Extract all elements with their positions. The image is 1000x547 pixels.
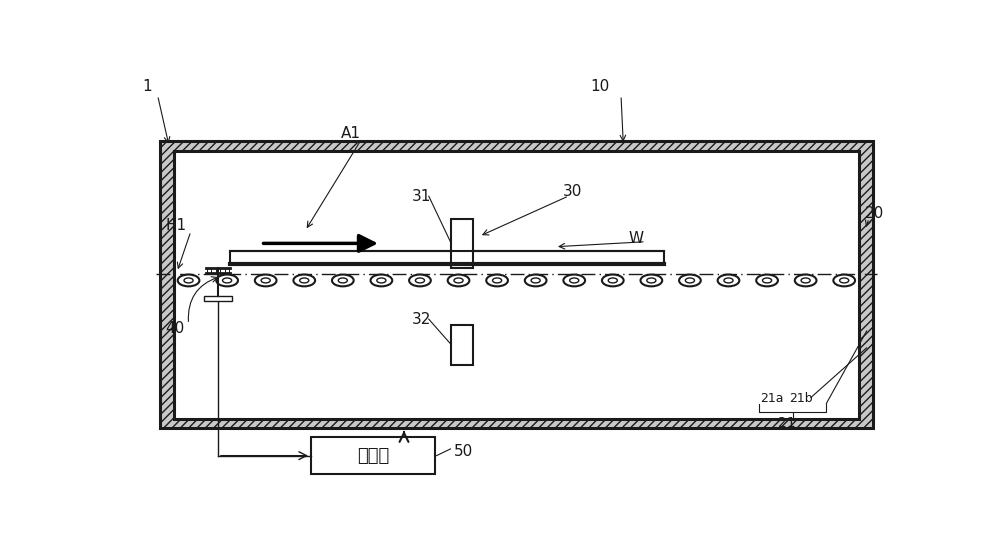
Text: 30: 30 (563, 184, 582, 200)
Text: 21a: 21a (761, 392, 784, 405)
Circle shape (332, 275, 354, 286)
Circle shape (454, 278, 463, 283)
Circle shape (255, 275, 277, 286)
Text: 40: 40 (165, 322, 185, 336)
Circle shape (602, 275, 624, 286)
Circle shape (718, 275, 739, 286)
Circle shape (293, 275, 315, 286)
Circle shape (486, 275, 508, 286)
Circle shape (216, 275, 238, 286)
Circle shape (840, 278, 849, 283)
Circle shape (409, 275, 431, 286)
Circle shape (377, 278, 386, 283)
Circle shape (371, 275, 392, 286)
Circle shape (531, 278, 540, 283)
Text: 21: 21 (778, 416, 796, 430)
Bar (160, 142, 873, 151)
Circle shape (756, 275, 778, 286)
Circle shape (608, 278, 617, 283)
Circle shape (338, 278, 347, 283)
Bar (160, 151, 174, 418)
Text: A1: A1 (340, 125, 360, 141)
Circle shape (223, 278, 232, 283)
Circle shape (679, 275, 701, 286)
Bar (204, 295, 232, 301)
Circle shape (415, 278, 425, 283)
Bar (174, 151, 859, 418)
Bar (859, 151, 873, 418)
Bar (174, 151, 859, 418)
Text: 20: 20 (865, 206, 884, 220)
Bar (451, 325, 473, 365)
Circle shape (724, 278, 733, 283)
Circle shape (525, 275, 547, 286)
Bar (160, 142, 873, 428)
Text: W: W (629, 231, 644, 246)
Circle shape (184, 278, 193, 283)
Circle shape (685, 278, 694, 283)
Circle shape (641, 275, 662, 286)
Circle shape (763, 278, 772, 283)
Bar (451, 219, 473, 268)
Circle shape (261, 278, 270, 283)
Text: 控制部: 控制部 (357, 447, 389, 464)
Circle shape (178, 275, 199, 286)
Bar (311, 437, 435, 474)
Text: H1: H1 (165, 218, 186, 233)
Text: 1: 1 (142, 79, 152, 94)
Text: 10: 10 (590, 79, 609, 94)
Text: 50: 50 (454, 444, 473, 459)
Bar (230, 251, 664, 264)
Circle shape (647, 278, 656, 283)
Circle shape (493, 278, 502, 283)
Circle shape (833, 275, 855, 286)
Circle shape (801, 278, 810, 283)
Circle shape (448, 275, 469, 286)
Circle shape (300, 278, 309, 283)
Bar (160, 418, 873, 428)
Circle shape (570, 278, 579, 283)
Text: 32: 32 (412, 312, 431, 327)
Text: 31: 31 (412, 189, 431, 203)
Circle shape (795, 275, 816, 286)
Text: 21b: 21b (789, 392, 813, 405)
Circle shape (563, 275, 585, 286)
